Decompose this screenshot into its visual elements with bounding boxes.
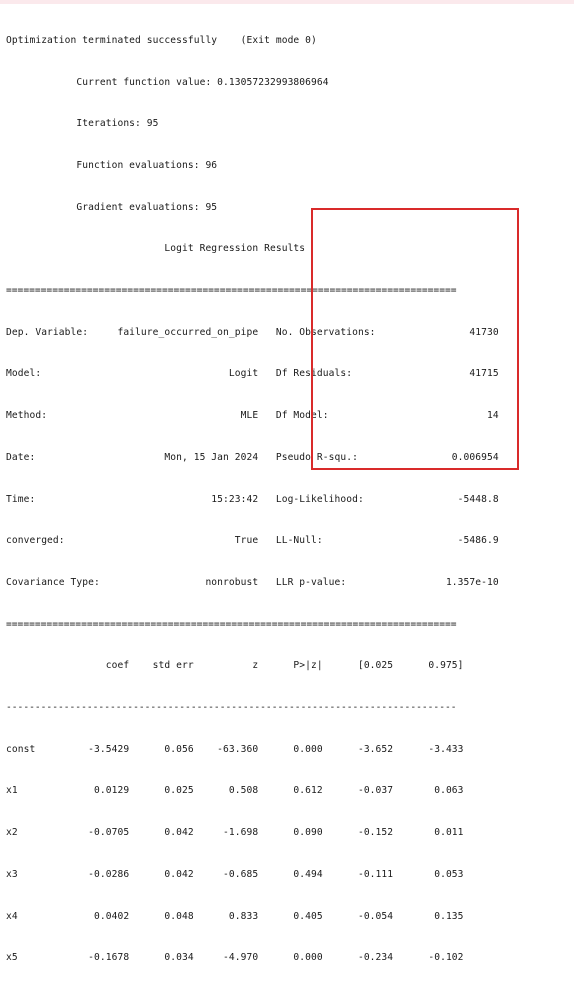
summary-row: Model: Logit Df Residuals: 41715 [6, 368, 499, 380]
summary-row: Method: MLE Df Model: 14 [6, 410, 499, 422]
current-function-value: Current function value: 0.13057232993806… [6, 76, 329, 88]
coef-row: x5 -0.1678 0.034 -4.970 0.000 -0.234 -0.… [6, 952, 464, 964]
coef-row: x4 0.0402 0.048 0.833 0.405 -0.054 0.135 [6, 910, 464, 922]
coef-row: x2 -0.0705 0.042 -1.698 0.090 -0.152 0.0… [6, 827, 464, 839]
coef-row: x1 0.0129 0.025 0.508 0.612 -0.037 0.063 [6, 785, 464, 797]
summary-row: Time: 15:23:42 Log-Likelihood: -5448.8 [6, 493, 499, 505]
iterations: Iterations: 95 [6, 118, 159, 130]
console-output: Optimization terminated successfully (Ex… [6, 6, 499, 982]
function-evaluations: Function evaluations: 96 [6, 159, 218, 171]
coef-table-header: coef std err z P>|z| [0.025 0.975] [6, 660, 464, 672]
gradient-evaluations: Gradient evaluations: 95 [6, 201, 218, 213]
optimization-status: Optimization terminated successfully (Ex… [6, 34, 317, 46]
separator-double: ========================================… [6, 618, 457, 630]
coef-row: x3 -0.0286 0.042 -0.685 0.494 -0.111 0.0… [6, 868, 464, 880]
summary-row: converged: True LL-Null: -5486.9 [6, 535, 499, 547]
summary-row: Date: Mon, 15 Jan 2024 Pseudo R-squ.: 0.… [6, 451, 499, 463]
highlight-box [311, 208, 519, 470]
separator-double: ========================================… [6, 285, 457, 297]
separator-single: ----------------------------------------… [6, 702, 457, 714]
coef-row: const -3.5429 0.056 -63.360 0.000 -3.652… [6, 743, 464, 755]
summary-row: Covariance Type: nonrobust LLR p-value: … [6, 576, 499, 588]
top-strip [0, 0, 574, 4]
results-title: Logit Regression Results [6, 243, 306, 255]
summary-row: Dep. Variable: failure_occurred_on_pipe … [6, 326, 499, 338]
